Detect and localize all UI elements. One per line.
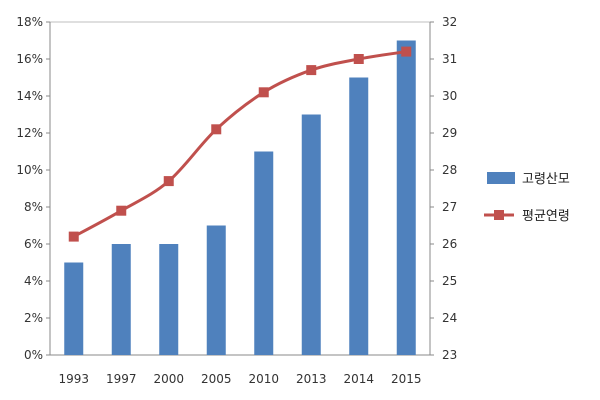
legend-swatch-bar [487,172,515,184]
y-right-tick-label: 23 [442,348,457,362]
bar [64,262,84,355]
x-tick-label: 1993 [58,372,89,386]
tick-labels: 0% 2% 4% 6% 8% 10% 12% 14% 16% 18% 23 24 25 26 27 28 29 3… [16,15,457,386]
legend: 고령산모 평균연령 [484,172,570,224]
y-right-tick-label: 32 [442,15,457,29]
x-tick-label: 2013 [296,372,327,386]
bar [349,77,369,355]
y-left-tick-label: 2% [24,311,43,325]
x-tick-label: 2005 [201,372,232,386]
x-tick-label: 2010 [248,372,279,386]
bar-series [64,40,416,355]
y-left-tick-label: 10% [16,163,43,177]
x-tick-label: 2000 [153,372,184,386]
line-marker [116,205,127,216]
y-left-tick-label: 12% [16,126,43,140]
line-marker [68,231,79,242]
y-left-tick-label: 18% [16,15,43,29]
y-right-tick-label: 31 [442,52,457,66]
y-right-tick-label: 26 [442,237,457,251]
line-marker [211,124,222,135]
line-marker [163,176,174,187]
y-left-tick-label: 14% [16,89,43,103]
y-right-tick-label: 30 [442,89,457,103]
bar [396,40,416,355]
line-marker [401,46,412,57]
y-right-tick-label: 28 [442,163,457,177]
bar [159,244,179,355]
x-tick-label: 2014 [343,372,374,386]
legend-swatch-marker [494,210,504,220]
y-right-tick-label: 27 [442,200,457,214]
bar [206,225,226,355]
bar [254,151,274,355]
y-left-tick-label: 4% [24,274,43,288]
line-marker [306,65,317,76]
x-tick-label: 1997 [106,372,137,386]
line-marker [258,87,269,98]
line-marker [353,54,364,64]
legend-label-bar: 고령산모 [522,172,570,187]
y-left-tick-label: 6% [24,237,43,251]
x-tick-label: 2015 [391,372,422,386]
bar [111,244,131,355]
y-right-tick-label: 25 [442,274,457,288]
bar [301,114,321,355]
y-left-tick-label: 8% [24,200,43,214]
y-left-tick-label: 0% [24,348,43,362]
y-left-tick-label: 16% [16,52,43,66]
line-series [68,46,412,242]
legend-label-line: 평균연령 [522,209,570,224]
y-right-tick-label: 29 [442,126,457,140]
y-right-tick-label: 24 [442,311,457,325]
